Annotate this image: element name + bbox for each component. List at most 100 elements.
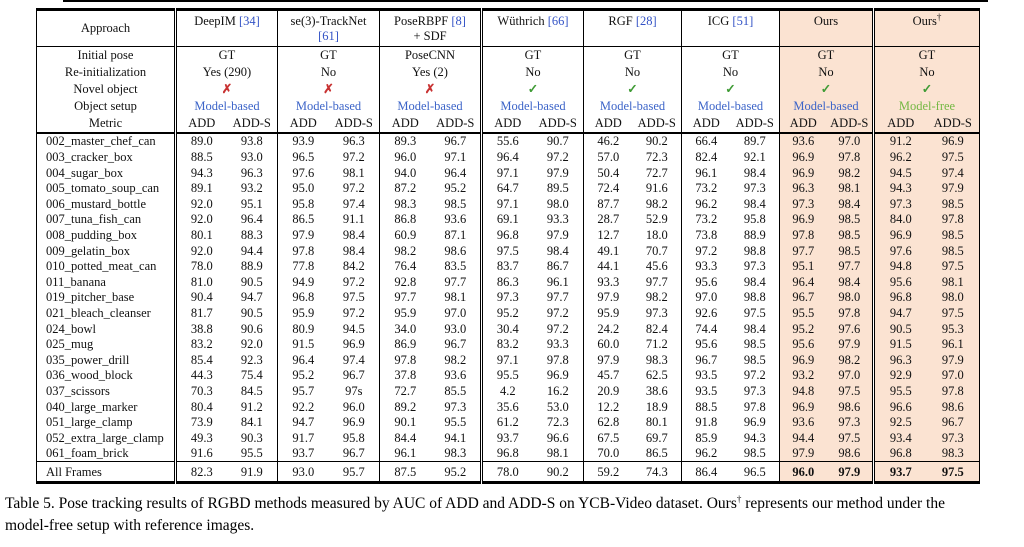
metric-label-cell: ADD: [681, 115, 731, 134]
value-cell: 98.4: [743, 196, 766, 211]
value-cell: 91.5: [872, 336, 927, 353]
value-cell: 96.9: [743, 415, 766, 430]
metric-label-cell: ADD-S: [430, 115, 482, 134]
value-cell: 84.2: [342, 259, 365, 274]
value-cell: 55.6: [480, 133, 533, 150]
method-header-cell: DeepIM [34]: [174, 9, 278, 47]
value-cell: 95.2: [444, 181, 467, 196]
value-cell: 96.9: [926, 133, 980, 150]
value-cell: 97.9: [583, 352, 633, 368]
caption-text-line2: model-free setup with reference images.: [5, 517, 255, 534]
value-cell: 92.3: [240, 352, 263, 367]
value-cell: 97.4: [342, 196, 365, 211]
value-cell: 28.7: [583, 211, 633, 228]
value-cell: 70.0: [583, 445, 633, 462]
value-cell: 74.3: [632, 461, 682, 483]
value-cell: 96.1: [379, 445, 431, 462]
novel-object-cell: ✗: [277, 81, 380, 98]
value-cell: 69.7: [645, 430, 668, 445]
value-cell: 93.6: [444, 212, 467, 227]
value-cell: 92.2: [277, 399, 329, 415]
value-cell: 45.7: [583, 367, 633, 384]
value-cell: 96.4: [444, 165, 467, 180]
value-cell: 97.4: [926, 165, 980, 181]
value-cell: 98.4: [342, 227, 365, 242]
value-cell: 93.6: [779, 133, 827, 150]
value-cell: 97s: [345, 383, 363, 398]
metric-label-cell: ADD-S: [826, 115, 874, 134]
value-cell: 98.5: [826, 211, 874, 228]
value-cell: 97.1: [480, 165, 533, 181]
metric-label-cell: ADD: [379, 115, 431, 134]
value-cell: 86.5: [645, 446, 668, 461]
object-setup-cell: Model-based: [681, 98, 780, 115]
novel-object-cell: ✗: [174, 81, 278, 98]
value-cell: 96.0: [342, 399, 365, 414]
value-cell: 96.8: [872, 445, 927, 462]
value-cell: 61.2: [480, 414, 533, 431]
value-cell: 96.9: [546, 368, 569, 383]
value-cell: 88.5: [681, 399, 731, 415]
value-cell: 98.6: [926, 399, 980, 415]
metric-label-cell: ADD-S: [532, 115, 584, 134]
value-cell: 92.0: [174, 196, 227, 212]
caption-text: Table 5. Pose tracking results of RGBD m…: [5, 495, 737, 512]
value-cell: 96.0: [379, 149, 431, 166]
value-cell: 80.1: [645, 415, 668, 430]
value-cell: 98.3: [926, 445, 980, 462]
value-cell: 97.8: [926, 211, 980, 228]
initial-pose-cell: GT: [174, 46, 278, 64]
value-cell: 97.5: [926, 461, 980, 483]
row-label-reinitialization: Re-initialization: [64, 65, 147, 80]
value-cell: 77.8: [277, 258, 329, 275]
results-table: Approach DeepIM [34] se(3)-TrackNet [61] Pos…: [36, 8, 980, 485]
object-name-cell: 052_extra_large_clamp: [46, 430, 164, 445]
value-cell: 86.3: [480, 274, 533, 290]
value-cell: 98.0: [926, 289, 980, 306]
novel-object-cell: ✓: [681, 81, 780, 98]
value-cell: 95.6: [681, 336, 731, 353]
value-cell: 98.4: [342, 243, 365, 258]
value-cell: 87.5: [379, 461, 431, 483]
value-cell: 96.0: [779, 461, 827, 483]
value-cell: 97.2: [342, 150, 365, 165]
method-subtitle: + SDF: [413, 28, 447, 43]
value-cell: 90.5: [240, 305, 263, 320]
object-name-cell: 051_large_clamp: [46, 415, 133, 430]
value-cell: 95.9: [379, 305, 431, 322]
value-cell: 96.3: [872, 352, 927, 368]
value-cell: 88.9: [240, 259, 263, 274]
value-cell: 57.0: [583, 149, 633, 166]
value-cell: 97.4: [342, 352, 365, 367]
object-name-cell: 009_gelatin_box: [46, 243, 131, 258]
value-cell: 97.3: [645, 305, 668, 320]
method-citation: [66]: [544, 14, 569, 28]
object-setup-cell: Model-free: [872, 98, 980, 115]
value-cell: 88.3: [240, 227, 263, 242]
value-cell: 96.4: [480, 149, 533, 166]
value-cell: 95.1: [779, 258, 827, 275]
value-cell: 98.5: [743, 446, 766, 461]
method-name-text: Ours: [912, 14, 937, 28]
value-cell: 84.4: [379, 430, 431, 446]
method-name: se(3)-TrackNet: [279, 14, 380, 29]
method-header-cell: ICG [51]: [681, 9, 780, 47]
value-cell: 95.8: [342, 430, 365, 445]
object-name-cell: 037_scissors: [46, 383, 110, 398]
object-setup-label: Model-based: [194, 99, 260, 114]
caption-line-2: model-free setup with reference images.: [5, 515, 1019, 537]
value-cell: 97.9: [926, 180, 980, 197]
value-cell: 98.0: [826, 289, 874, 306]
value-cell: 96.7: [342, 368, 365, 383]
value-cell: 49.3: [174, 430, 227, 446]
value-cell: 93.7: [872, 461, 927, 483]
value-cell: 90.1: [379, 414, 431, 431]
value-cell: 60.0: [583, 336, 633, 353]
value-cell: 93.0: [240, 150, 263, 165]
value-cell: 98.2: [826, 352, 874, 368]
value-cell: 98.8: [743, 290, 766, 305]
value-cell: 85.5: [444, 383, 467, 398]
object-setup-cell: Model-based: [379, 98, 482, 115]
value-cell: 82.4: [681, 149, 731, 166]
row-label-object-setup: Object setup: [74, 99, 137, 114]
